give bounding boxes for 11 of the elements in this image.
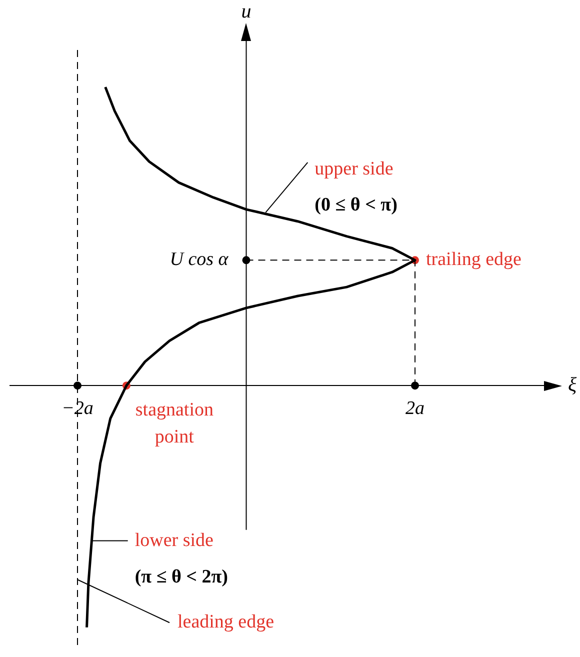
annotation: (π ≤ θ < 2π) — [134, 566, 228, 588]
annotation: (0 ≤ θ < π) — [314, 194, 398, 216]
annotation: upper side — [314, 158, 394, 180]
x-axis-title: ξ — [568, 374, 577, 396]
annotation: leading edge — [178, 612, 274, 633]
annotation: trailing edge — [426, 249, 522, 270]
annotation: stagnation point — [135, 400, 214, 448]
annotation: lower side — [134, 530, 214, 551]
x-tick-label: 2a — [406, 398, 424, 419]
y-axis-title: u — [241, 0, 252, 22]
annotation: U cos α — [170, 249, 230, 270]
